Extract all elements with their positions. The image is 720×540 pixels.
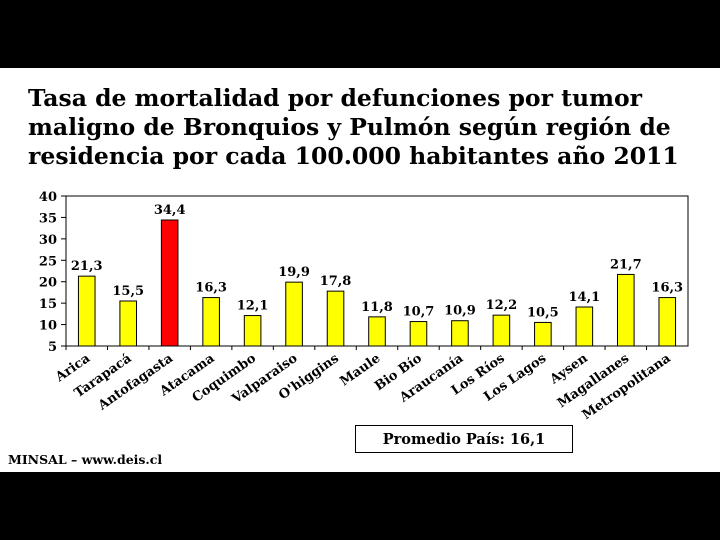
data-label: 12,1 <box>237 299 269 314</box>
source-credit: MINSAL – www.deis.cl <box>8 452 163 467</box>
data-label: 12,2 <box>486 298 518 313</box>
data-label: 15,5 <box>112 284 144 299</box>
data-label: 16,3 <box>651 281 683 296</box>
data-label: 17,8 <box>320 274 352 289</box>
data-label: 14,1 <box>568 290 600 305</box>
bar <box>77 275 96 347</box>
bar <box>617 273 635 347</box>
data-label: 10,9 <box>444 304 476 319</box>
bar <box>243 315 262 347</box>
average-annotation: Promedio País: 16,1 <box>355 425 573 453</box>
slide: Tasa de mortalidad por defunciones por t… <box>0 68 720 472</box>
data-label: 21,7 <box>610 257 642 272</box>
y-tick-label: 15 <box>39 297 57 312</box>
data-label: 19,9 <box>278 265 310 280</box>
bar <box>534 321 552 347</box>
bar <box>160 219 179 347</box>
bar <box>451 320 469 347</box>
data-label: 10,5 <box>527 305 559 320</box>
bar <box>409 321 428 347</box>
y-tick-label: 20 <box>39 276 57 291</box>
data-label: 10,7 <box>403 305 435 320</box>
y-tick-label: 10 <box>39 319 57 334</box>
bar <box>658 297 677 347</box>
bar <box>326 290 345 347</box>
y-tick-label: 25 <box>39 254 57 269</box>
y-tick-label: 40 <box>39 190 57 205</box>
y-tick-label: 30 <box>39 233 57 248</box>
chart-title: Tasa de mortalidad por defunciones por t… <box>28 84 679 170</box>
bar <box>492 314 511 347</box>
data-label: 34,4 <box>154 203 186 218</box>
data-label: 21,3 <box>71 259 103 274</box>
y-tick-label: 35 <box>39 211 57 226</box>
bar-chart: 51015202530354021,3Arica15,5Tarapacá34,4… <box>39 190 689 423</box>
data-label: 16,3 <box>195 281 227 296</box>
y-tick-label: 5 <box>48 340 57 355</box>
bar <box>575 306 594 347</box>
data-label: 11,8 <box>361 300 393 315</box>
bar <box>202 297 220 347</box>
bar <box>368 316 386 347</box>
bar <box>285 281 303 347</box>
bar <box>119 300 137 347</box>
